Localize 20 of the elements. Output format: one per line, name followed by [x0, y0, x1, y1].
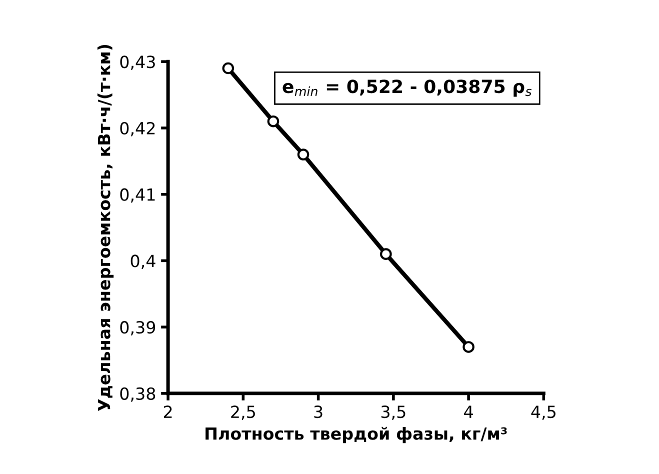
- x-tick-label: 4,5: [531, 406, 556, 420]
- annotation: e$_{min}$ = 0,522 - 0,03875 ρ$_{s}$: [282, 80, 532, 97]
- y-tick-label: 0,42: [120, 122, 155, 136]
- y-tick-label: 0,4: [130, 254, 156, 269]
- x-tick-label: 3: [314, 406, 322, 418]
- point: [297, 148, 310, 160]
- y-tick-label: 0,39: [120, 321, 156, 336]
- point: [267, 115, 280, 128]
- x-tick-label: 4: [464, 406, 473, 418]
- y-tick-label: 0,38: [120, 387, 156, 402]
- y-axis-title: Удельная энергоемкость, кВт·ч/(т·км): [97, 44, 114, 412]
- x-axis-title: Плотность твердой фазы, кг/м³: [206, 426, 507, 444]
- point: [380, 248, 392, 260]
- y-tick-label: 0,43: [120, 56, 155, 70]
- point: [462, 341, 474, 353]
- y-tick-label: 0,41: [120, 188, 155, 203]
- x-tick-label: 2,5: [231, 406, 255, 420]
- x-tick-label: 2: [164, 406, 172, 418]
- x-tick-label: 3,5: [381, 406, 406, 420]
- point: [222, 62, 234, 74]
